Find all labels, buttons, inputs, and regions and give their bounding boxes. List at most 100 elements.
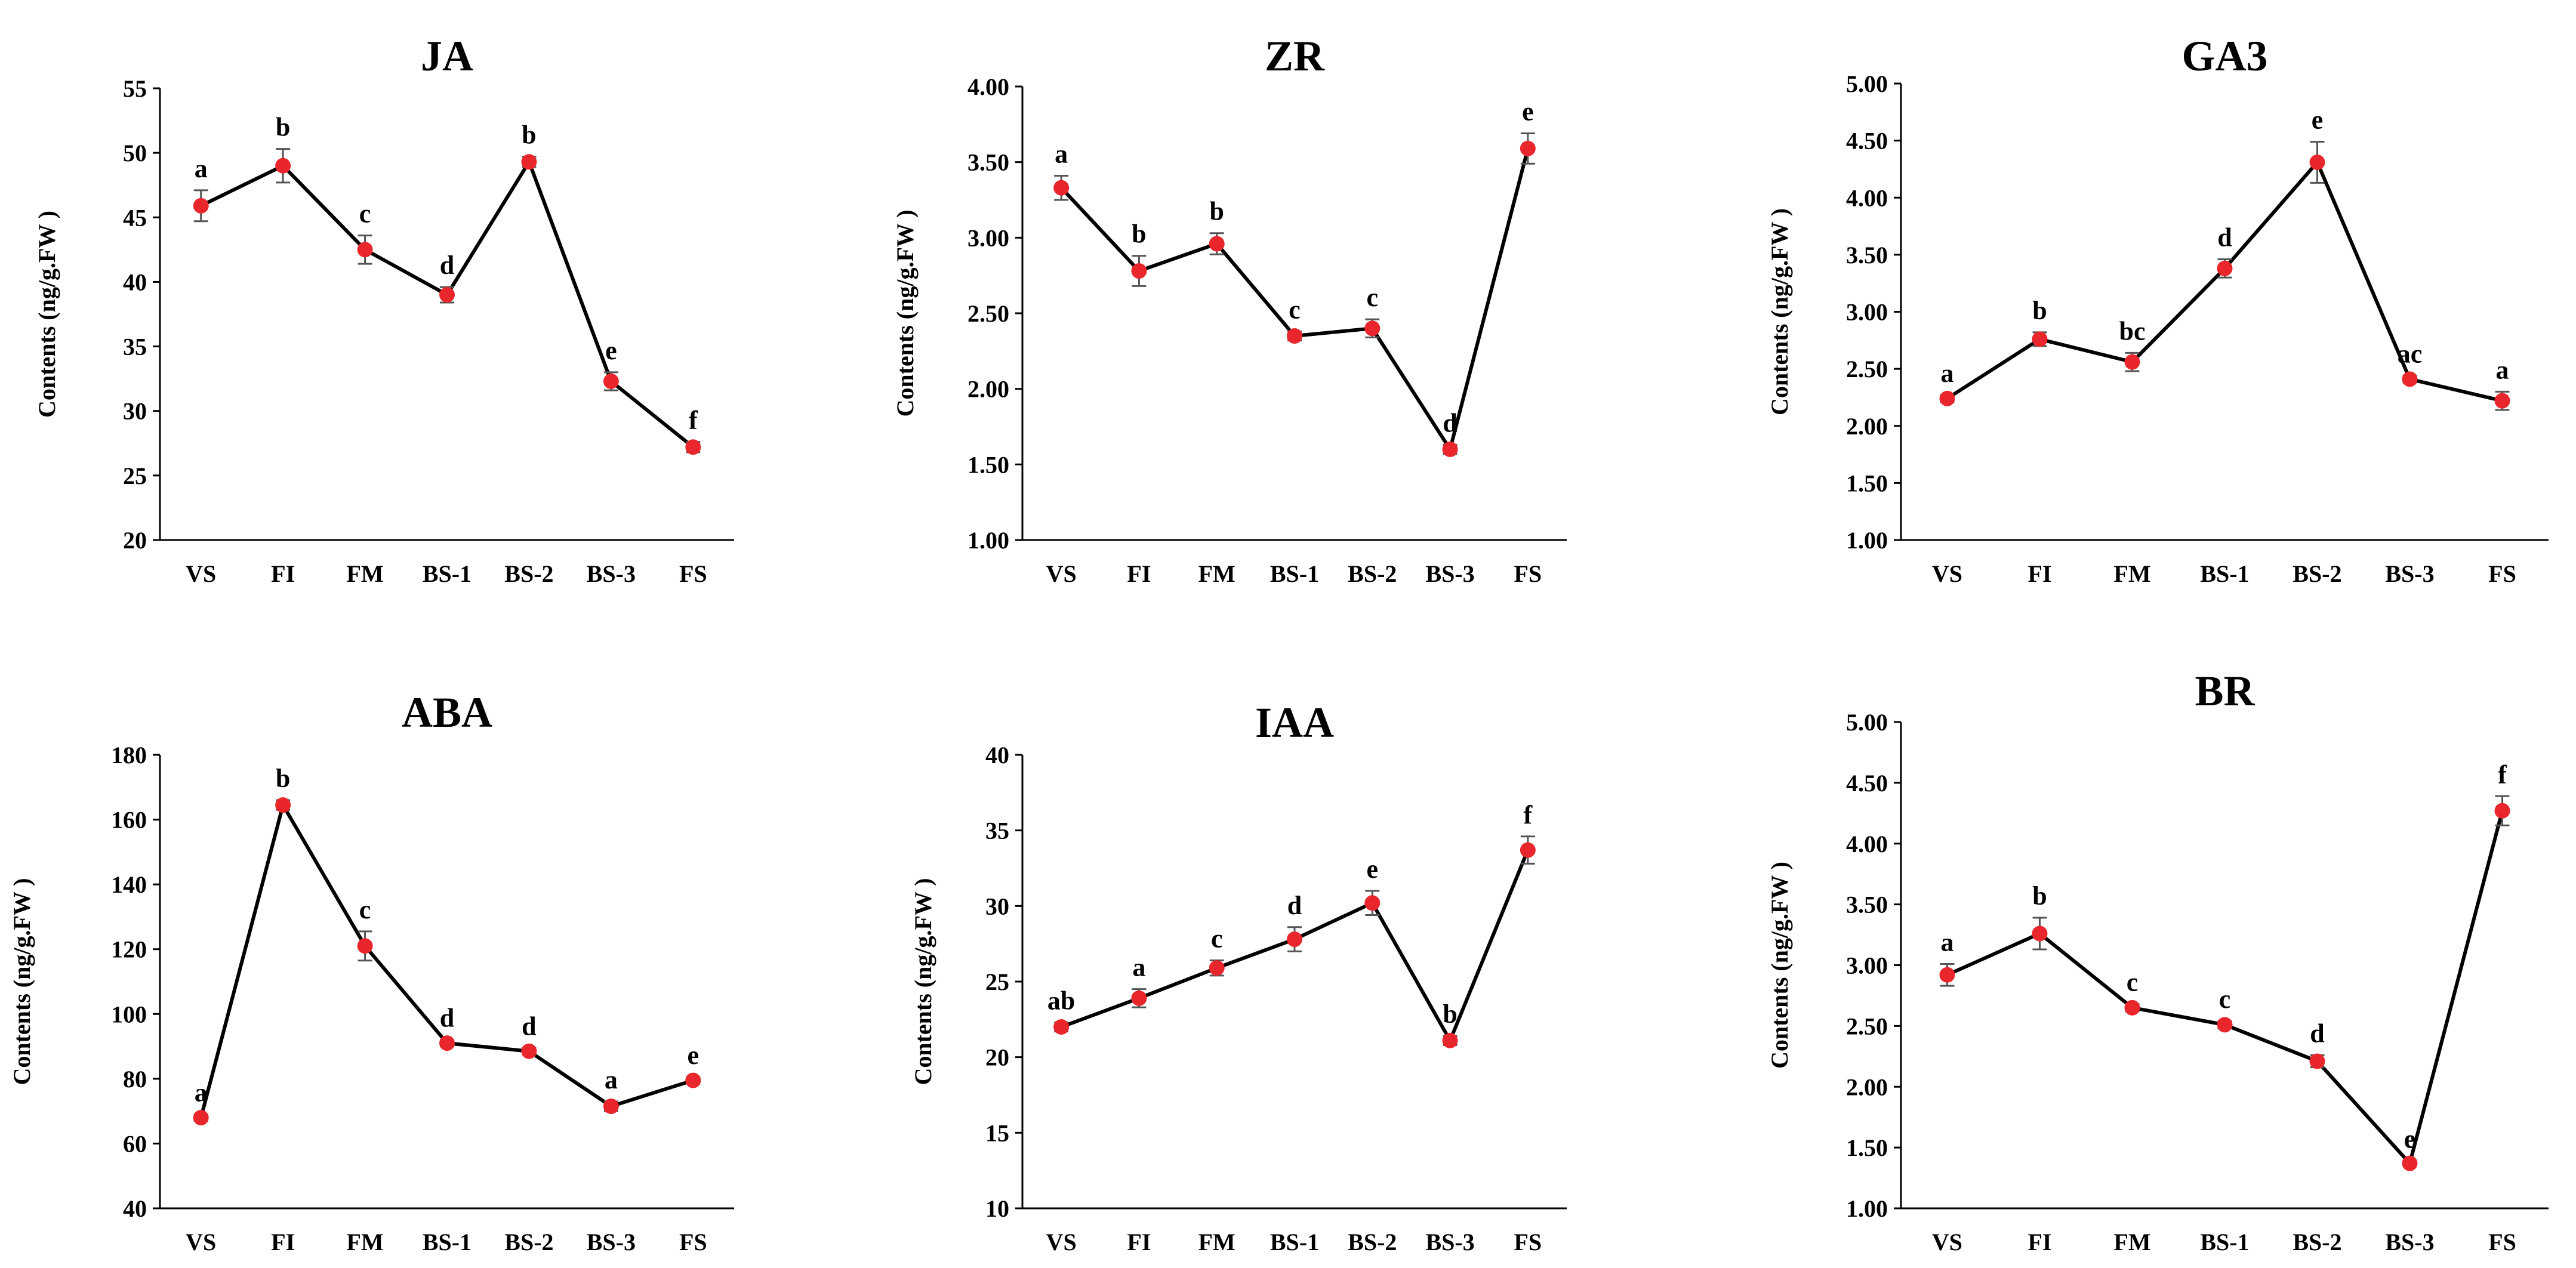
data-point [1520, 842, 1536, 858]
x-tick-label: VS [1932, 560, 1962, 587]
data-point [1053, 180, 1070, 196]
significance-letter: b [2032, 296, 2047, 325]
y-tick-label: 15 [985, 1119, 1009, 1146]
y-tick-label: 3.50 [1846, 242, 1888, 269]
x-tick-label: FS [1514, 1229, 1542, 1255]
x-tick-label: FS [2488, 560, 2516, 587]
y-tick-label: 35 [985, 817, 1009, 844]
data-point [603, 373, 619, 389]
y-tick-label: 4.00 [1846, 831, 1888, 857]
significance-letter: b [1209, 197, 1224, 226]
chart-title: GA3 [2182, 32, 2268, 80]
chart-br: BR Contents (ng/g.FW ) 1.00 1.50 2.00 2.50 3.0… [1766, 667, 2549, 1255]
significance-letter: b [2032, 881, 2047, 911]
significance-letter: c [1211, 924, 1223, 954]
y-tick-label: 4.50 [1846, 770, 1888, 797]
y-tick-label: 3.00 [1846, 299, 1888, 326]
significance-letter: e [1367, 854, 1379, 884]
y-tick-label: 1.00 [967, 527, 1009, 554]
series-line [200, 160, 695, 449]
y-tick-label: 2.00 [1846, 1073, 1888, 1100]
data-point [2309, 1053, 2325, 1069]
significance-letter: e [688, 1041, 700, 1070]
data-point [1364, 895, 1381, 911]
y-tick-label: 100 [111, 1001, 147, 1028]
significance-letter: b [276, 113, 290, 142]
y-tick-label: 10 [985, 1195, 1009, 1222]
significance-letter: ac [2398, 340, 2423, 369]
y-tick-label: 60 [123, 1130, 147, 1157]
y-tick-label: 5.00 [1846, 70, 1888, 97]
data-point [1442, 1032, 1458, 1048]
x-tick-label: BS-2 [504, 1229, 553, 1255]
y-axis-label: Contents (ng/g.FW ) [892, 209, 919, 417]
y-tick-label: 30 [985, 893, 1009, 920]
significance-letter: d [522, 1011, 536, 1041]
data-point [2402, 371, 2418, 387]
data-point [521, 1043, 537, 1059]
significance-letter: a [1941, 359, 1954, 388]
data-point [685, 1072, 701, 1088]
data-point [357, 242, 373, 258]
x-tick-label: BS-2 [504, 560, 553, 587]
y-tick-label: 30 [123, 398, 147, 425]
y-tick-label: 4.50 [1846, 128, 1888, 155]
x-tick-label: BS-1 [2200, 1229, 2249, 1255]
chart-title: JA [421, 32, 473, 80]
x-tick-label: FM [346, 1229, 383, 1255]
y-tick-label: 5.00 [1846, 709, 1888, 736]
significance-letter: a [2496, 355, 2509, 384]
y-tick-label: 3.50 [967, 149, 1009, 176]
significance-letter: e [605, 336, 617, 365]
significance-letter: c [359, 199, 371, 229]
significance-letter: ab [1047, 986, 1075, 1015]
chart-aba: ABA Contents (ng/g.FW ) 40 60 80 100 120 140 160… [8, 689, 734, 1255]
x-tick-label: FM [2113, 560, 2150, 587]
y-axis-label: Contents (ng/g.FW ) [910, 878, 936, 1085]
x-tick-label: FM [2113, 1229, 2150, 1255]
data-point [1520, 140, 1536, 156]
x-tick-label: BS-3 [1425, 1229, 1474, 1255]
data-point [2124, 999, 2140, 1016]
significance-letter: e [2404, 1125, 2416, 1154]
x-tick-label: VS [1046, 560, 1077, 587]
chart-title: ABA [402, 689, 492, 736]
x-tick-label: VS [1046, 1229, 1077, 1255]
y-tick-label: 25 [123, 462, 147, 489]
y-tick-label: 1.00 [1846, 1195, 1888, 1222]
significance-letter: f [689, 406, 698, 435]
x-tick-label: BS-3 [2385, 560, 2434, 587]
x-tick-label: FM [346, 560, 383, 587]
chart-iaa: IAA Contents (ng/g.FW ) 10 15 20 25 30 35 40 VS FI… [910, 699, 1567, 1255]
data-point [1209, 236, 1225, 252]
significance-letter: a [605, 1065, 618, 1094]
chart-title: ZR [1265, 32, 1325, 80]
data-point [2402, 1155, 2418, 1171]
x-tick-label: FS [679, 1229, 707, 1255]
y-axis-label: Contents (ng/g.FW ) [1766, 862, 1793, 1069]
significance-letter: c [359, 895, 371, 924]
data-point [1131, 263, 1147, 279]
significance-letter: c [1367, 283, 1379, 312]
y-tick-label: 3.00 [967, 224, 1009, 251]
x-tick-label: FM [1198, 1229, 1235, 1255]
y-tick-label: 3.50 [1846, 891, 1888, 918]
y-tick-label: 160 [111, 807, 147, 834]
significance-letter: a [1132, 953, 1145, 982]
data-point [193, 1110, 209, 1125]
x-tick-label: FS [679, 560, 707, 587]
x-tick-label: BS-3 [1425, 560, 1474, 587]
significance-letter: e [2312, 106, 2324, 135]
x-tick-label: BS-3 [587, 560, 636, 587]
significance-letter: d [440, 251, 454, 280]
y-tick-label: 120 [111, 936, 147, 963]
x-tick-label: BS-1 [1270, 1229, 1319, 1255]
significance-letter: b [276, 764, 290, 793]
significance-letter: d [1287, 891, 1302, 920]
data-point [2124, 354, 2140, 370]
x-tick-label: FS [1514, 560, 1542, 587]
significance-letter: f [1524, 800, 1533, 829]
x-tick-label: FI [1127, 560, 1151, 587]
data-point [2494, 393, 2510, 409]
data-point [1287, 328, 1302, 344]
